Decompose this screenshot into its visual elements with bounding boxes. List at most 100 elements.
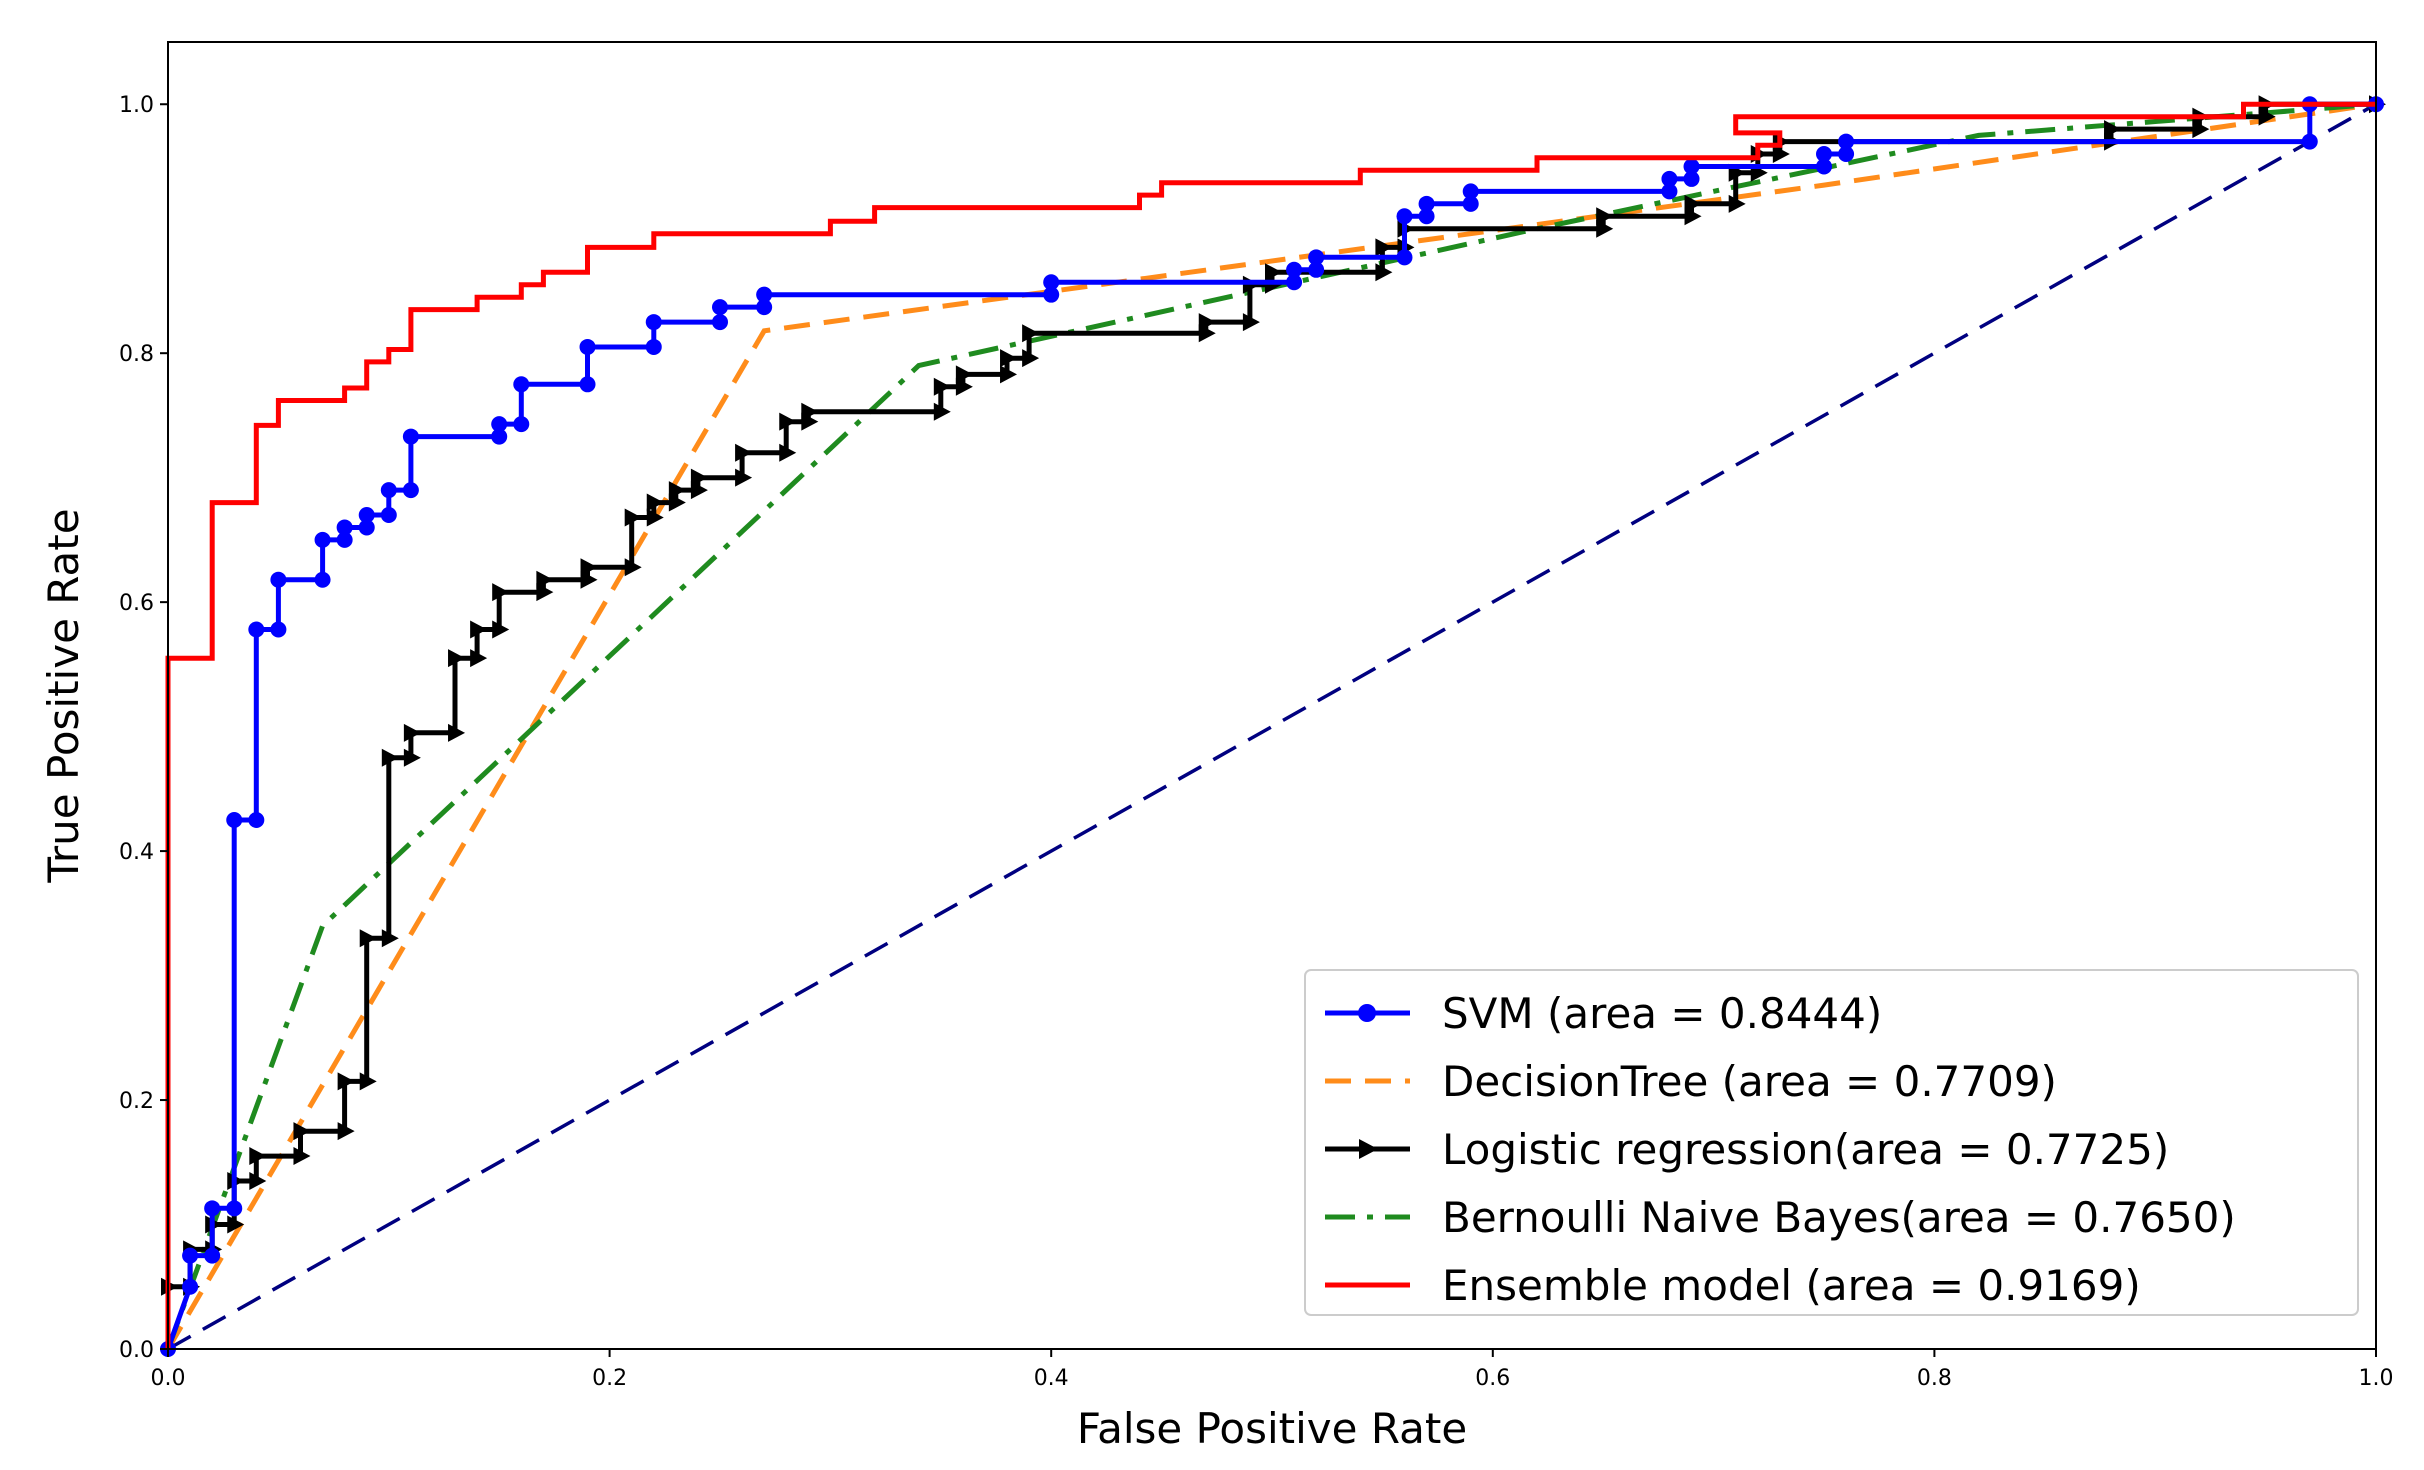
- axes-layer: 0.0 0.2 0.4 0.6 0.8 1.0 0.0 0.2 0.4 0.6 0.8 1.0: [119, 41, 2394, 1391]
- legend-marker: [1358, 1004, 1376, 1022]
- legend-label: Logistic regression(area = 0.7725): [1442, 1125, 2169, 1174]
- series-point: [492, 583, 510, 602]
- legend-box: [1304, 969, 2359, 1316]
- series-point: [579, 338, 596, 355]
- series-point: [403, 748, 421, 767]
- series-line: [165, 101, 2376, 1349]
- series-point: [1286, 261, 1303, 278]
- x-tick-label: 0.0: [151, 1366, 186, 1391]
- series-point: [380, 482, 397, 499]
- series-1: [165, 101, 2377, 1351]
- series-point: [1308, 261, 1325, 278]
- series-point: [1022, 349, 1040, 368]
- x-tick-label: 0.4: [1034, 1366, 1069, 1391]
- series-point: [226, 811, 243, 828]
- series-point: [645, 338, 662, 355]
- series-point: [779, 443, 797, 462]
- series-point: [1683, 170, 1700, 187]
- series-point: [1684, 194, 1702, 213]
- series-point: [381, 929, 399, 948]
- series-point: [1418, 195, 1435, 212]
- series-point: [668, 481, 686, 500]
- series-point: [1286, 274, 1303, 291]
- series-point: [314, 571, 331, 588]
- series-point: [1661, 170, 1678, 187]
- series-point: [2301, 133, 2318, 150]
- series-point: [2192, 120, 2210, 139]
- series-point: [448, 723, 466, 742]
- series-point: [336, 519, 353, 536]
- axes-frame: [167, 41, 2377, 1350]
- series-point: [1022, 324, 1040, 343]
- series-point: [1265, 263, 1282, 282]
- series-point: [249, 1171, 267, 1190]
- series-point: [1838, 133, 1855, 150]
- series-point: [2258, 107, 2276, 126]
- series-point: [955, 365, 973, 384]
- series-point: [779, 412, 797, 431]
- series-point: [492, 620, 510, 639]
- series-point: [536, 583, 554, 602]
- series-point: [756, 286, 773, 303]
- series-point: [204, 1200, 221, 1217]
- series-point: [402, 428, 419, 445]
- series-point: [182, 1278, 199, 1295]
- series-point: [337, 1072, 355, 1091]
- series-point: [712, 314, 728, 331]
- series-point: [1684, 207, 1702, 226]
- series-point: [624, 558, 642, 577]
- x-axis-label: False Positive Rate: [1077, 1404, 1467, 1453]
- series-point: [1043, 274, 1060, 291]
- series-point: [645, 314, 662, 331]
- series-point: [358, 519, 375, 536]
- series-point: [1728, 194, 1746, 213]
- series-point: [470, 649, 488, 668]
- series-point: [402, 482, 419, 499]
- series-line: [165, 101, 2377, 1351]
- series-point: [182, 1247, 199, 1264]
- series-point: [580, 570, 598, 589]
- series-point: [248, 621, 265, 638]
- series-3: [165, 101, 2377, 1350]
- series-point: [668, 493, 686, 512]
- legend-label: Bernoulli Naive Bayes(area = 0.7650): [1442, 1193, 2236, 1242]
- series-point: [1375, 238, 1393, 257]
- series-point: [1000, 365, 1018, 384]
- x-tick-label: 0.8: [1917, 1366, 1952, 1391]
- series-point: [690, 481, 708, 500]
- series-point: [336, 531, 353, 548]
- series-point: [227, 1215, 245, 1234]
- legend-entry: Bernoulli Naive Bayes(area = 0.7650): [1325, 1193, 2236, 1242]
- series-point: [735, 443, 753, 462]
- legend-entry: Ensemble model (area = 0.9169): [1325, 1261, 2141, 1310]
- series-point: [380, 507, 397, 524]
- series-point: [359, 929, 377, 948]
- series-point: [358, 507, 375, 524]
- series-point: [579, 376, 596, 393]
- y-tick-label: 1.0: [119, 93, 154, 118]
- legend-label: DecisionTree (area = 0.7709): [1442, 1057, 2057, 1106]
- x-tick-label: 0.6: [1475, 1366, 1510, 1391]
- series-point: [491, 428, 508, 445]
- series-point: [226, 1200, 243, 1217]
- legend-marker: [1359, 1139, 1378, 1159]
- series-point: [1396, 208, 1413, 225]
- series-point: [955, 377, 973, 396]
- x-tick-label: 1.0: [2359, 1366, 2394, 1391]
- y-tick-label: 0.6: [119, 591, 154, 616]
- series-point: [735, 468, 753, 487]
- series-point: [1462, 183, 1479, 200]
- series-point: [1661, 183, 1678, 200]
- series-0: [160, 96, 2384, 1357]
- series-point: [1683, 158, 1700, 175]
- series-point: [1375, 263, 1393, 282]
- x-tick-label: 0.2: [592, 1366, 627, 1391]
- series-point: [293, 1147, 311, 1166]
- series-point: [470, 620, 488, 639]
- series-point: [448, 649, 466, 668]
- series-point: [403, 723, 421, 742]
- series-point: [248, 811, 265, 828]
- series-point: [270, 621, 287, 638]
- series-point: [1596, 207, 1614, 226]
- series-layer: [160, 95, 2386, 1357]
